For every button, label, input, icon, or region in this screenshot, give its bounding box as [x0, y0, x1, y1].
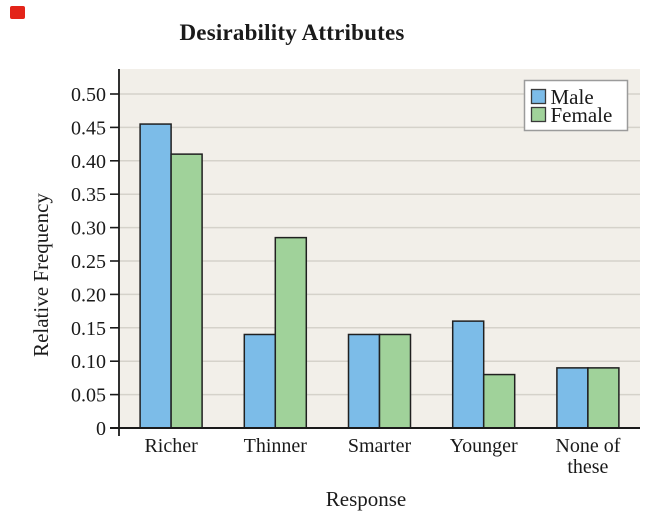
category-label: Richer — [144, 435, 198, 457]
bar-smarter-male — [347, 333, 381, 429]
x-axis-title: Response — [325, 487, 407, 511]
y-tick-label: 0.20 — [71, 284, 106, 306]
legend-swatch-male — [530, 88, 547, 105]
chart-title: Desirability Attributes — [179, 20, 405, 45]
y-tick-label: 0.40 — [71, 151, 106, 173]
y-tick-label: 0.50 — [71, 84, 106, 106]
y-tick-label: 0.05 — [71, 385, 106, 407]
y-tick-label: 0.35 — [71, 184, 106, 206]
y-tick-label: 0.15 — [71, 318, 106, 340]
y-tick-label: 0.45 — [71, 117, 106, 139]
category-label: Younger — [450, 435, 518, 457]
legend-label-female: Female — [551, 103, 613, 127]
category-label: None of — [555, 435, 620, 457]
bar-thinner-male — [243, 333, 277, 429]
category-label: these — [567, 456, 608, 478]
y-tick-label: 0.10 — [71, 351, 106, 373]
bar-younger-female — [482, 373, 516, 429]
bar-younger-male — [451, 320, 485, 429]
legend-box — [523, 79, 629, 132]
y-tick-label: 0.30 — [71, 218, 106, 240]
bar-smarter-female — [378, 333, 412, 429]
category-label: Thinner — [244, 435, 308, 457]
red-marker-icon — [10, 6, 25, 19]
legend-label-male: Male — [551, 85, 594, 109]
bar-richer-female — [170, 153, 203, 429]
category-label: Smarter — [348, 435, 412, 457]
bar-richer-male — [139, 123, 172, 429]
bar-thinner-female — [274, 236, 308, 429]
bar-none-of-these-male — [556, 367, 589, 429]
bar-none-of-these-female — [587, 367, 620, 429]
y-tick-label: 0.25 — [71, 251, 106, 273]
legend-swatch-female — [530, 106, 547, 123]
y-tick-label: 0 — [96, 418, 106, 440]
